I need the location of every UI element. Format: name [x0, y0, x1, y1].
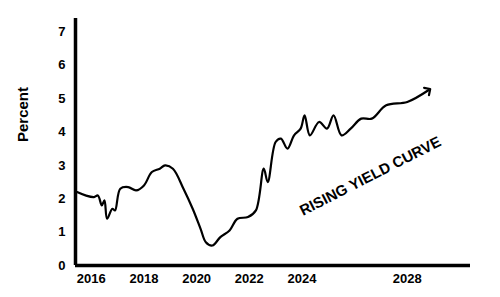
svg-text:2020: 2020: [182, 271, 211, 286]
svg-text:1: 1: [58, 224, 65, 239]
svg-text:RISING YIELD CURVE: RISING YIELD CURVE: [297, 133, 444, 219]
svg-text:2018: 2018: [130, 271, 159, 286]
svg-text:5: 5: [58, 91, 65, 106]
svg-text:7: 7: [58, 24, 65, 39]
svg-text:2: 2: [58, 191, 65, 206]
svg-text:6: 6: [58, 57, 65, 72]
svg-text:2022: 2022: [235, 271, 264, 286]
svg-text:2016: 2016: [77, 271, 106, 286]
svg-text:2028: 2028: [393, 271, 422, 286]
svg-text:4: 4: [58, 124, 66, 139]
svg-text:3: 3: [58, 158, 65, 173]
svg-text:0: 0: [58, 258, 65, 273]
svg-text:Percent: Percent: [14, 87, 31, 142]
svg-text:2024: 2024: [288, 271, 318, 286]
